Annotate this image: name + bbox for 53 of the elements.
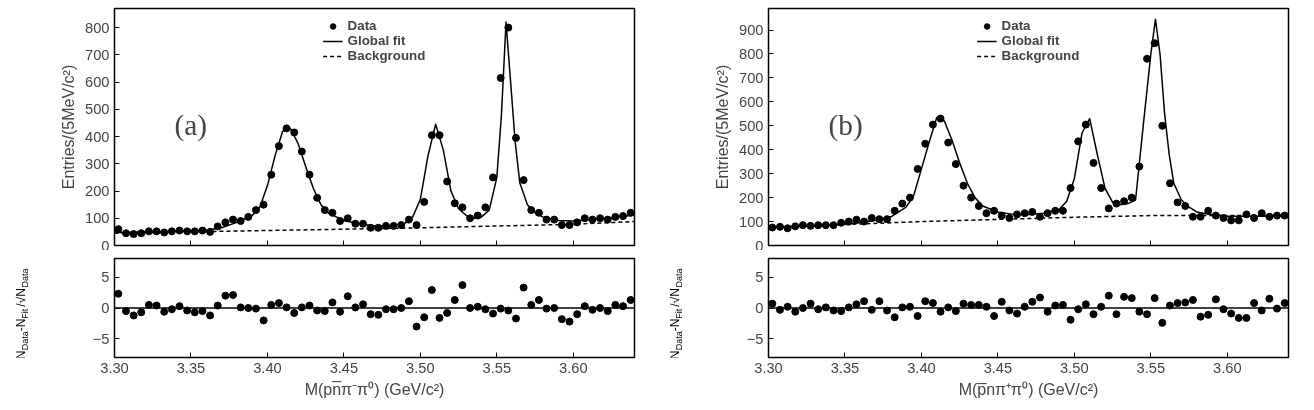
y-tick-label: 800 bbox=[739, 45, 764, 62]
y-tick-label: 100 bbox=[739, 213, 764, 230]
annotation: (b) bbox=[828, 108, 863, 142]
y-tick-label: −5 bbox=[92, 330, 110, 347]
y-tick-label: 300 bbox=[85, 155, 110, 172]
y-tick-label: 0 bbox=[101, 300, 110, 316]
x-axis-title: M(p̅nπ⁺π⁰) (GeV/c²) bbox=[958, 380, 1099, 398]
legend-label: Global fit bbox=[347, 33, 406, 48]
annotation: (a) bbox=[174, 108, 208, 142]
y-tick-label: 300 bbox=[739, 165, 764, 182]
y-tick-label: 700 bbox=[739, 69, 764, 86]
x-tick-label: 3.45 bbox=[329, 359, 359, 376]
y-tick-label: 0 bbox=[755, 237, 764, 254]
x-axis-title: M(pn̅π⁻π⁰) (GeV/c²) bbox=[304, 380, 445, 398]
y-tick-label: −5 bbox=[746, 330, 764, 347]
x-tick-label: 3.40 bbox=[907, 359, 936, 376]
x-tick-label: 3.30 bbox=[100, 359, 129, 376]
y-tick-label: 5 bbox=[101, 269, 110, 286]
legend-label: Background bbox=[347, 48, 426, 63]
x-tick-label: 3.50 bbox=[1060, 359, 1089, 376]
y-tick-label: 400 bbox=[739, 141, 764, 158]
y-tick-label: 0 bbox=[755, 300, 764, 316]
legend-label: Background bbox=[1001, 48, 1080, 63]
y-tick-label: 500 bbox=[739, 117, 764, 134]
y-tick-label: 5 bbox=[755, 269, 764, 286]
y-tick-label: 400 bbox=[85, 128, 110, 145]
y-tick-label: 200 bbox=[739, 189, 764, 206]
x-tick-label: 3.60 bbox=[1213, 359, 1242, 376]
x-tick-label: 3.35 bbox=[830, 359, 860, 376]
y-tick-label: 600 bbox=[739, 93, 764, 110]
x-tick-label: 3.60 bbox=[559, 359, 588, 376]
y-tick-label: 900 bbox=[739, 22, 764, 39]
legend-label: Global fit bbox=[1001, 33, 1060, 48]
x-tick-label: 3.30 bbox=[754, 359, 783, 376]
y-tick-label: 100 bbox=[85, 210, 110, 227]
y-axis-title: NData-NFit/√NData bbox=[667, 268, 684, 360]
legend-label: Data bbox=[1001, 18, 1031, 33]
y-axis-title: NData-NFit/√NData bbox=[13, 268, 30, 360]
legend-label: Data bbox=[347, 18, 377, 33]
x-tick-label: 3.40 bbox=[253, 359, 282, 376]
y-tick-label: 700 bbox=[85, 46, 110, 63]
y-tick-label: 500 bbox=[85, 101, 110, 118]
x-tick-label: 3.45 bbox=[983, 359, 1013, 376]
x-tick-label: 3.55 bbox=[482, 359, 512, 376]
x-tick-label: 3.50 bbox=[406, 359, 435, 376]
y-tick-label: 800 bbox=[85, 19, 110, 36]
y-axis-title: Entries/(5MeV/c²) bbox=[714, 64, 732, 190]
y-axis-title: Entries/(5MeV/c²) bbox=[60, 64, 78, 190]
x-tick-label: 3.35 bbox=[176, 359, 206, 376]
y-tick-label: 200 bbox=[85, 183, 110, 200]
x-tick-label: 3.55 bbox=[1136, 359, 1166, 376]
y-tick-label: 600 bbox=[85, 74, 110, 91]
y-tick-label: 0 bbox=[101, 237, 110, 254]
